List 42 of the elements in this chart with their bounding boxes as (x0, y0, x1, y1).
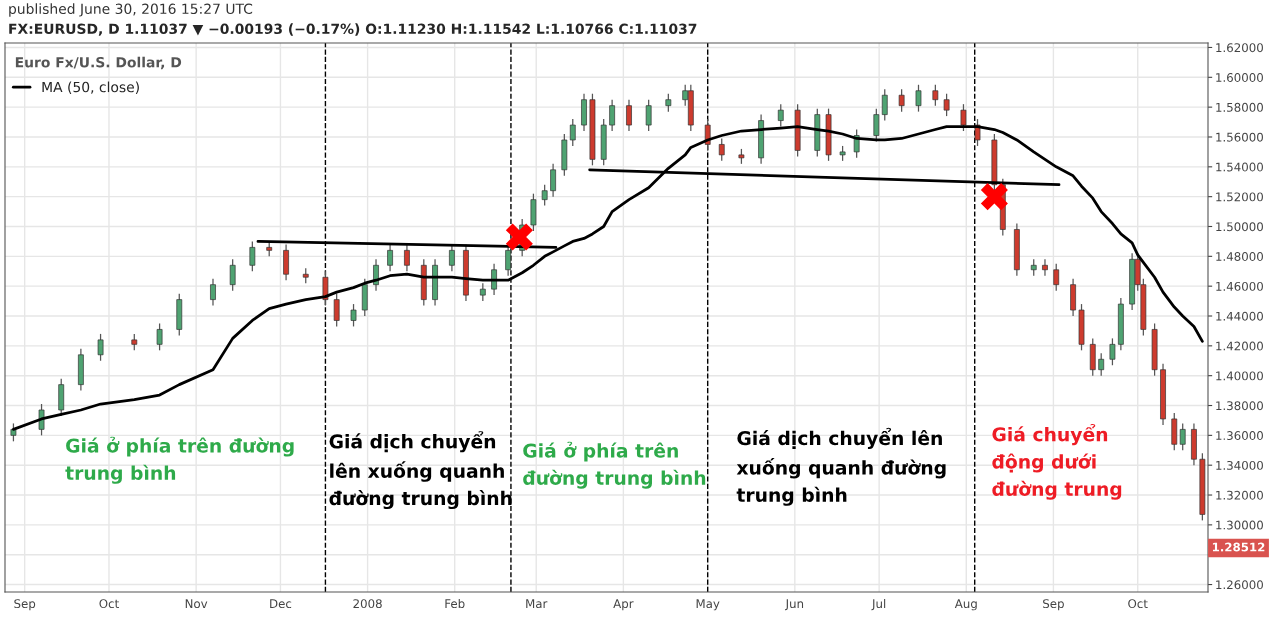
y-tick-label: 1.38000 (1216, 401, 1263, 411)
annotation: Giá ở phía trên đường trung bình (65, 436, 294, 484)
x-tick-label: Jul (871, 598, 886, 611)
text: published June 30, 2016 15:27 UTC (9, 3, 253, 17)
y-tick-label: 1.50000 (1216, 222, 1263, 232)
text: Euro Fx/U.S. Dollar, D (15, 56, 182, 70)
y-tick-label: 1.42000 (1216, 341, 1263, 351)
y-tick-label: 1.34000 (1216, 460, 1263, 470)
x-tick-label: Apr (613, 599, 634, 611)
y-tick-label: 1.56000 (1216, 132, 1263, 142)
x-tick-label: 2008 (353, 599, 382, 609)
annotation: Giá ở phía trên đường trung bình (523, 441, 706, 489)
x-tick-label: Oct (99, 599, 119, 609)
chart-title: FX:EURUSD, D 1.11037 ▼ −0.00193 (−0.17%) O:1.11230 H:1.11542 L:1.10766 C:1.11037 (9, 23, 697, 36)
y-tick-label: 1.62000 (1216, 43, 1263, 53)
y-tick-label: 1.32000 (1216, 490, 1263, 500)
x-tick-label: Oct (1128, 599, 1148, 609)
y-tick-label: 1.54000 (1216, 162, 1263, 172)
y-tick-label: 1.36000 (1216, 431, 1263, 441)
y-tick-label: 1.40000 (1216, 371, 1263, 381)
y-tick-label: 1.60000 (1216, 73, 1263, 82)
x-tick-label: Feb (445, 598, 465, 609)
x-tick-label: May (696, 599, 720, 611)
y-tick-label: 1.46000 (1216, 281, 1263, 291)
text: 1.28512 (1212, 542, 1265, 552)
x-tick-label: Sep (1043, 599, 1064, 611)
x-tick-label: Jun (784, 599, 804, 611)
x-tick-label: Dec (270, 599, 292, 609)
x-tick-label: Aug (954, 599, 977, 611)
x-tick-label: Mar (526, 599, 548, 609)
annotation: Giá dịch chuyển lên xuống quanh đường trung bình (736, 427, 946, 506)
x-tick-label: Nov (185, 599, 208, 609)
legend-label: MA (50, close) (42, 81, 139, 94)
x-tick-label: Sep (14, 599, 36, 611)
y-tick-label: 1.58000 (1216, 102, 1263, 112)
y-tick-label: 1.52000 (1216, 192, 1263, 202)
annotation: Giá chuyển động dưới đường trung (992, 424, 1122, 500)
y-tick-label: 1.44000 (1216, 311, 1263, 321)
y-tick-label: 1.30000 (1216, 520, 1263, 530)
y-tick-label: 1.48000 (1216, 252, 1263, 261)
y-tick-label: 1.26000 (1216, 580, 1263, 590)
annotation: Giá dịch chuyển lên xuống quanh đường trung bình (329, 431, 512, 510)
